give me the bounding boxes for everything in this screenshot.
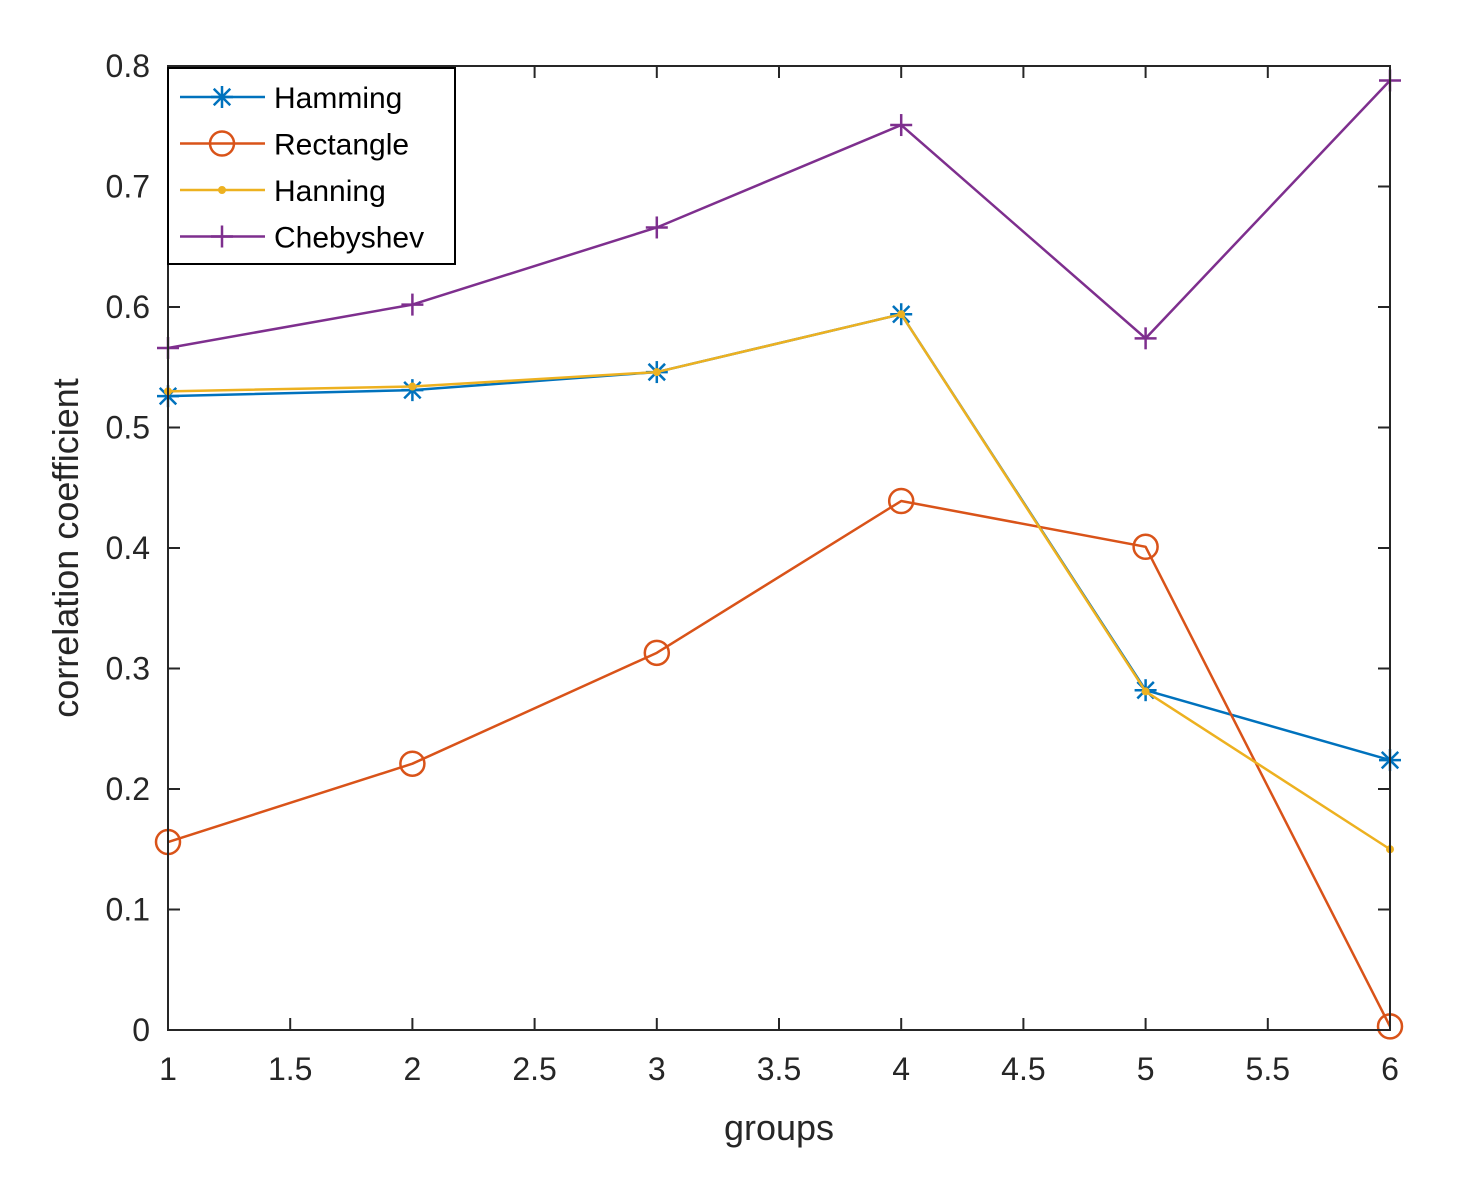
series-line-rectangle <box>167 499 1392 1027</box>
y-tick-label: 0.8 <box>106 48 150 84</box>
legend-marker-hanning <box>218 186 226 194</box>
series-line-chebyshev <box>167 79 1391 350</box>
x-tick-label: 3.5 <box>757 1051 801 1087</box>
data-point-chebyshev <box>1134 327 1157 350</box>
x-tick-label: 1.5 <box>268 1051 312 1087</box>
x-tick-label: 5.5 <box>1246 1051 1290 1087</box>
legend-marker-hamming <box>211 86 233 108</box>
tick-labels: 1 1.5 2 2.5 3 3.5 4 4.5 5 5.5 6 0 0.1 0.2 0.3 0.4 0.5 0.6… <box>106 48 1399 1087</box>
data-point-hanning <box>652 368 661 377</box>
x-tick-label: 2.5 <box>512 1051 556 1087</box>
x-tick-label: 4.5 <box>1001 1051 1045 1087</box>
y-axis-title: correlation coefficient <box>45 378 86 718</box>
x-tick-label: 3 <box>648 1051 666 1087</box>
y-tick-label: 0.6 <box>106 289 150 325</box>
y-tick-label: 0.1 <box>106 892 150 928</box>
y-tick-label: 0.3 <box>106 651 150 687</box>
data-point-hanning <box>897 310 906 319</box>
y-tick-label: 0.4 <box>106 530 150 566</box>
y-tick-label: 0 <box>132 1012 150 1048</box>
data-point-rectangle <box>399 750 426 777</box>
data-point-hanning <box>408 382 417 391</box>
axes-box <box>167 65 1391 1031</box>
y-tick-label: 0.7 <box>106 169 150 205</box>
legend-label-hanning: Hanning <box>274 175 386 208</box>
x-tick-label: 6 <box>1381 1051 1399 1087</box>
data-point-chebyshev <box>401 293 424 316</box>
legend-marker-rectangle <box>208 130 236 157</box>
data-point-rectangle <box>643 639 671 667</box>
x-tick-label: 1 <box>159 1051 177 1087</box>
y-tick-label: 0.2 <box>106 771 150 807</box>
legend-box <box>167 67 456 265</box>
y-tick-label: 0.5 <box>106 410 150 446</box>
legend-label-rectangle: Rectangle <box>274 129 409 162</box>
x-axis-title: groups <box>724 1107 834 1148</box>
data-point-chebyshev <box>645 216 668 239</box>
x-tick-label: 4 <box>892 1051 910 1087</box>
series-line-hanning <box>167 312 1391 851</box>
legend-label-hamming: Hamming <box>274 82 402 115</box>
series-layer <box>154 69 1404 1040</box>
data-point-rectangle <box>1132 533 1159 561</box>
data-point-hanning <box>1141 687 1150 696</box>
x-tick-label: 5 <box>1137 1051 1155 1087</box>
data-point-chebyshev <box>890 114 913 137</box>
legend-marker-chebyshev <box>211 225 233 248</box>
legend: Hamming Rectangle Hanning Chebyshev <box>167 67 456 265</box>
x-tick-label: 2 <box>404 1051 422 1087</box>
data-point-rectangle <box>887 487 915 515</box>
legend-label-chebyshev: Chebyshev <box>274 222 424 255</box>
